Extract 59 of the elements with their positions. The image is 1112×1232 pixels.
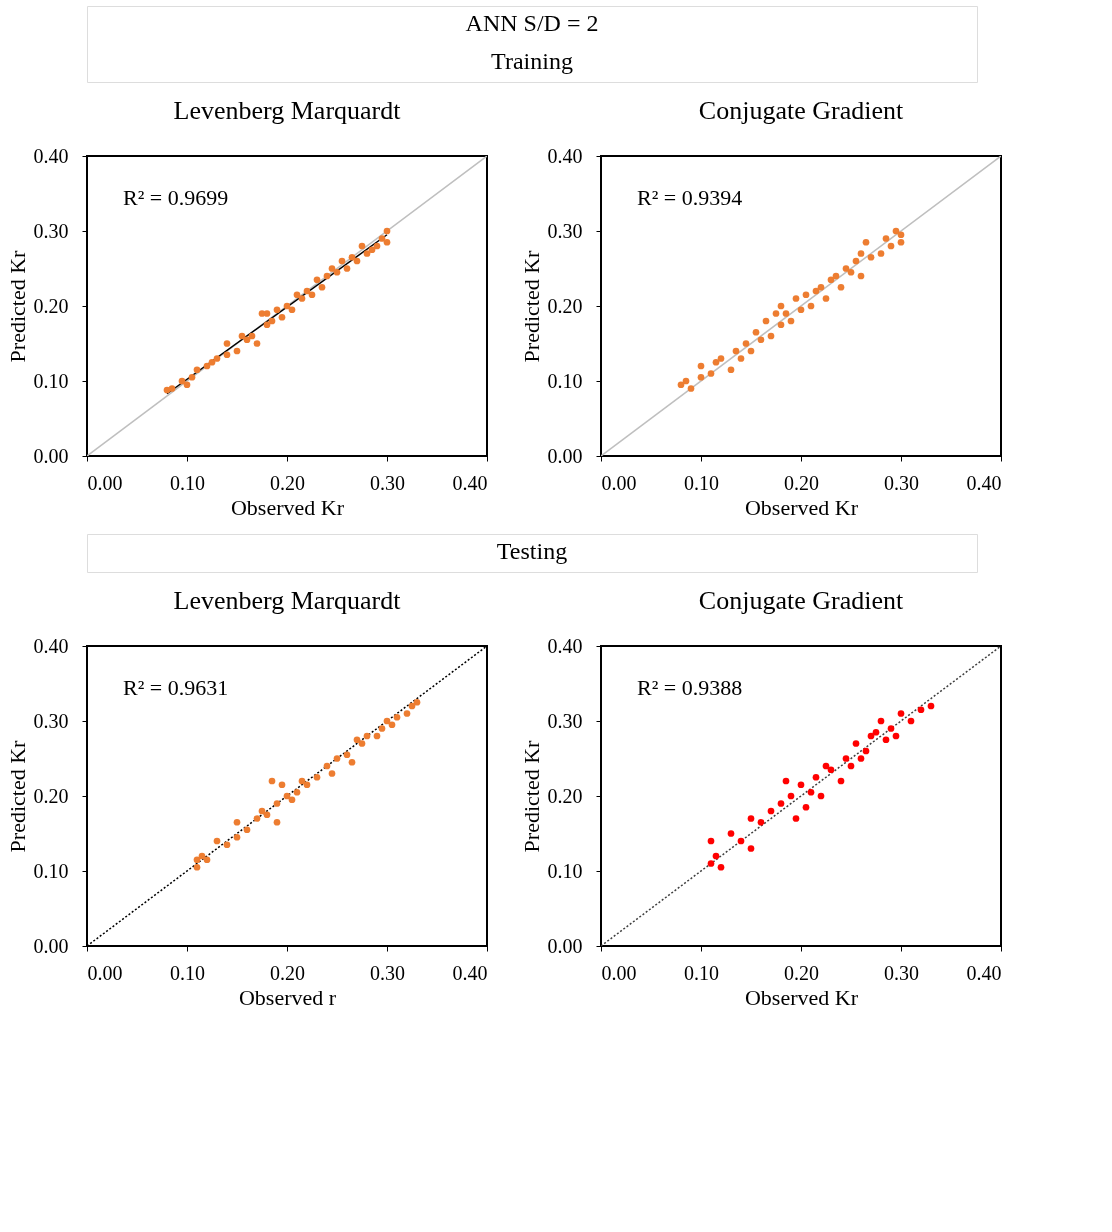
y-tick-label: 0.30 xyxy=(33,219,69,242)
y-tick-label: 0.20 xyxy=(33,294,69,317)
x-tick-label: 0.40 xyxy=(452,961,488,984)
y-tick-label: 0.30 xyxy=(547,219,583,242)
y-tick-label: 0.20 xyxy=(547,294,583,317)
chart-title: Conjugate Gradient xyxy=(698,96,904,125)
chart-title: Conjugate Gradient xyxy=(698,586,904,615)
y-tick-label: 0.00 xyxy=(33,934,69,957)
y-axis-title: Predicted Kr xyxy=(518,739,544,853)
y-tick-label: 0.40 xyxy=(547,144,583,167)
x-tick-label: 0.20 xyxy=(784,961,819,984)
x-tick-label: 0.10 xyxy=(684,471,719,494)
y-tick-label: 0.20 xyxy=(547,784,583,807)
y-tick-label: 0.10 xyxy=(33,859,69,882)
x-tick-label: 0.10 xyxy=(170,961,205,984)
x-tick-label: 0.00 xyxy=(87,961,123,984)
x-axis-title: Observed Kr xyxy=(744,494,859,520)
y-tick-label: 0.00 xyxy=(33,444,69,467)
x-tick-label: 0.30 xyxy=(884,961,919,984)
text: Testing xyxy=(496,538,568,564)
y-tick-label: 0.40 xyxy=(33,144,69,167)
annotation: R² = 0.9394 xyxy=(637,185,743,210)
y-tick-label: 0.10 xyxy=(547,369,583,392)
annotation: R² = 0.9699 xyxy=(123,185,229,210)
y-tick-label: 0.00 xyxy=(547,444,583,467)
y-tick-label: 0.30 xyxy=(33,709,69,732)
annotation: R² = 0.9388 xyxy=(637,675,743,700)
annotation: R² = 0.9631 xyxy=(123,675,229,700)
x-axis-title: Observed r xyxy=(238,984,337,1010)
y-tick-label: 0.40 xyxy=(33,634,69,657)
x-tick-label: 0.30 xyxy=(370,961,405,984)
x-tick-label: 0.10 xyxy=(170,471,205,494)
x-tick-label: 0.40 xyxy=(966,471,1002,494)
y-tick-label: 0.20 xyxy=(33,784,69,807)
y-tick-label: 0.40 xyxy=(547,634,583,657)
x-tick-label: 0.30 xyxy=(884,471,919,494)
x-tick-label: 0.20 xyxy=(270,471,305,494)
y-axis-title: Predicted Kr xyxy=(518,249,544,363)
y-tick-label: 0.10 xyxy=(547,859,583,882)
y-axis-title: Predicted Kr xyxy=(4,249,30,363)
x-tick-label: 0.20 xyxy=(270,961,305,984)
x-axis-title: Observed Kr xyxy=(744,984,859,1010)
x-axis-title: Observed Kr xyxy=(230,494,345,520)
x-tick-label: 0.40 xyxy=(452,471,488,494)
text: Training xyxy=(491,48,573,74)
x-tick-label: 0.30 xyxy=(370,471,405,494)
text: ANN S/D = 2 xyxy=(465,10,599,36)
x-tick-label: 0.00 xyxy=(601,471,637,494)
chart-title: Levenberg Marquardt xyxy=(173,586,402,615)
y-tick-label: 0.10 xyxy=(33,369,69,392)
x-tick-label: 0.20 xyxy=(784,471,819,494)
y-tick-label: 0.00 xyxy=(547,934,583,957)
chart-title: Levenberg Marquardt xyxy=(173,96,402,125)
x-tick-label: 0.40 xyxy=(966,961,1002,984)
x-tick-label: 0.00 xyxy=(601,961,637,984)
x-tick-label: 0.10 xyxy=(684,961,719,984)
y-axis-title: Predicted Kr xyxy=(4,739,30,853)
x-tick-label: 0.00 xyxy=(87,471,123,494)
y-tick-label: 0.30 xyxy=(547,709,583,732)
